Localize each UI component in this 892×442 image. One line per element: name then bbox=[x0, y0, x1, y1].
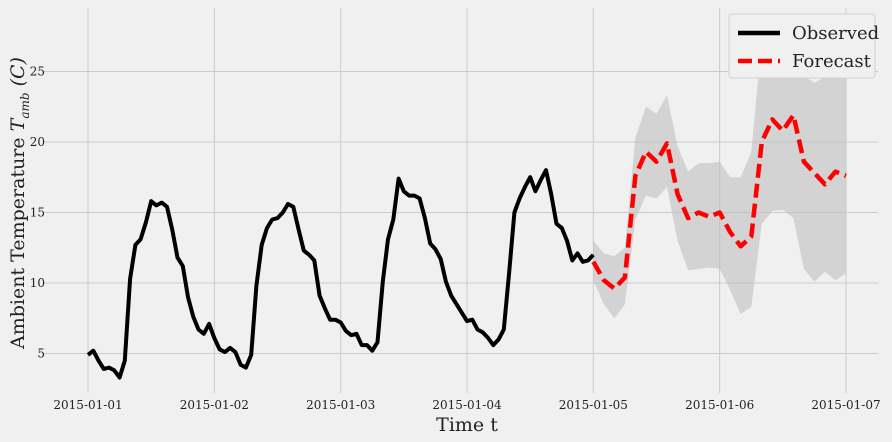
forecast-confidence-band bbox=[593, 19, 846, 319]
x-axis-label: Time t bbox=[436, 414, 498, 436]
tick-labels: 2015-01-01 2015-01-02 2015-01-03 2015-01-04… bbox=[30, 64, 881, 412]
x-tick-label: 2015-01-05 bbox=[559, 398, 628, 412]
legend: Observed Forecast bbox=[728, 13, 879, 79]
legend-observed-label: Observed bbox=[792, 23, 879, 44]
legend-forecast-label: Forecast bbox=[792, 51, 872, 72]
y-tick-label: 25 bbox=[30, 64, 45, 78]
x-tick-label: 2015-01-02 bbox=[180, 398, 249, 412]
forecast-interval-area bbox=[593, 19, 846, 319]
forecast-line bbox=[591, 112, 847, 291]
x-tick-label: 2015-01-03 bbox=[306, 398, 375, 412]
y-tick-label: 15 bbox=[30, 205, 45, 219]
y-axis-label: Ambient Temperature Tamb(C) bbox=[7, 57, 32, 350]
x-tick-label: 2015-01-01 bbox=[53, 398, 122, 412]
series-lines bbox=[86, 112, 847, 380]
observed-line bbox=[86, 168, 595, 380]
y-tick-label: 20 bbox=[30, 135, 45, 149]
x-tick-label: 2015-01-07 bbox=[811, 398, 880, 412]
y-tick-label: 5 bbox=[37, 347, 45, 361]
x-tick-label: 2015-01-04 bbox=[432, 398, 502, 412]
x-tick-label: 2015-01-06 bbox=[685, 398, 754, 412]
y-tick-label: 10 bbox=[30, 276, 45, 290]
